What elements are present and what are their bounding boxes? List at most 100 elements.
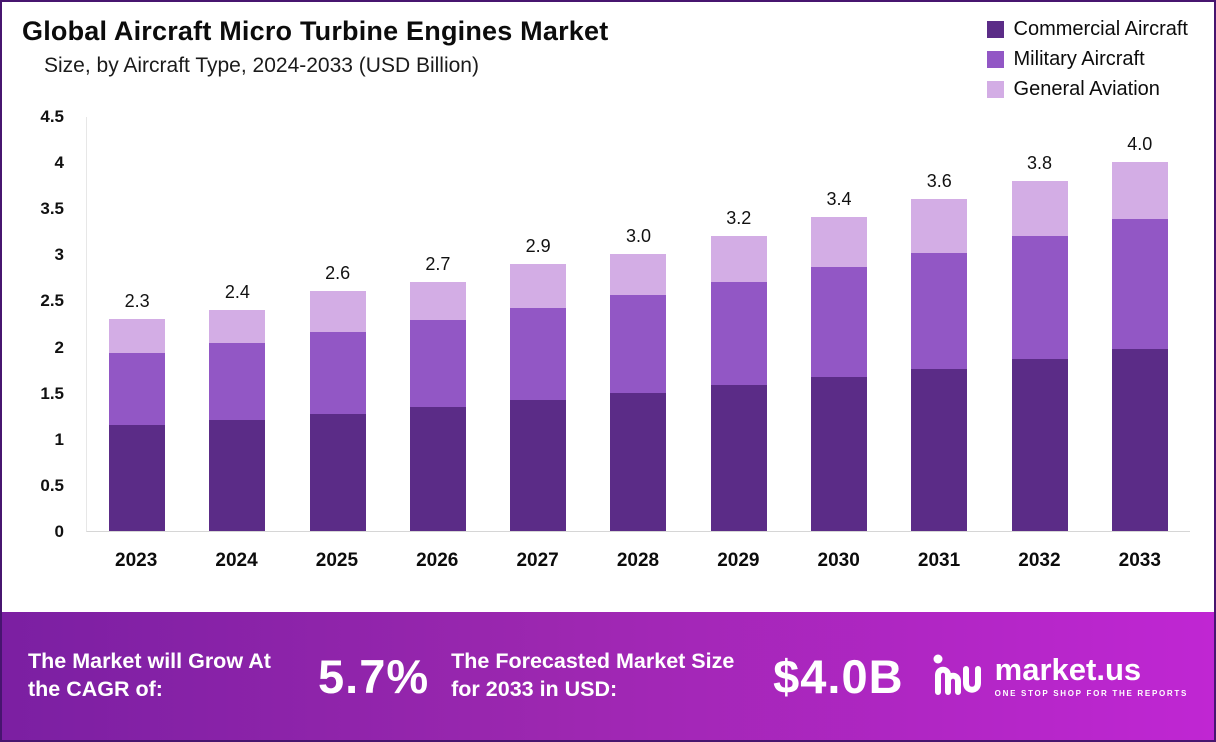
y-tick-label: 1 [54,429,64,449]
legend-item-0: Commercial Aircraft [986,18,1188,41]
x-tick-label: 2024 [215,550,258,571]
bar-stack [109,318,166,531]
y-axis: 4.5 4 3.5 3 2.5 2 1.5 1 0.5 0 [2,107,80,541]
stacked-bar-chart: 4.5 4 3.5 3 2.5 2 1.5 1 0.5 0 2.3 2.4 2.6 2.7 2.9 3.0 3… [2,101,1214,612]
bar-segment-commercial-aircraft [1011,358,1068,531]
legend-label: General Aviation [1013,78,1160,100]
bar-segment-commercial-aircraft [109,424,166,531]
bar-segment-commercial-aircraft [810,377,867,531]
bar-stack [309,291,366,531]
page-title: Global Aircraft Micro Turbine Engines Ma… [22,16,609,46]
bar-group-2025: 2.6 [288,117,388,531]
bar-segment-general-aviation [309,291,366,332]
x-tick-label: 2027 [516,550,559,571]
legend-swatch [986,51,1004,68]
y-tick-label: 2 [54,337,64,357]
brand-text: market.us ONE STOP SHOP FOR THE REPORTS [995,654,1188,698]
bar-segment-general-aviation [810,217,867,268]
legend-swatch [986,81,1004,98]
bar-segment-military-aircraft [510,307,567,401]
x-tick-label: 2026 [416,550,459,571]
y-tick-label: 4.5 [40,107,64,126]
brand: market.us ONE STOP SHOP FOR THE REPORTS [931,651,1188,702]
y-tick-label: 0.5 [40,475,64,495]
bar-segment-commercial-aircraft [911,368,968,531]
marketus-logo-icon [931,651,983,702]
x-tick-label: 2023 [115,550,158,571]
bar-stack [409,282,466,531]
x-tick-label: 2029 [717,550,760,571]
x-tick-label: 2025 [315,550,359,571]
bar-stack [911,199,968,531]
y-tick-label: 2.5 [40,291,64,311]
y-tick-label: 3.5 [40,199,64,219]
footer-banner: The Market will Grow At the CAGR of: 5.7… [2,612,1214,740]
x-tick-label: 2032 [1018,550,1061,571]
brand-name: market.us [994,652,1142,687]
cagr-label: The Market will Grow At the CAGR of: [28,649,271,701]
cagr-value: 5.7% [318,649,430,703]
bar-group-2033: 4.0 [1090,117,1190,531]
bar-total-label: 3.4 [826,189,852,210]
bar-segment-general-aviation [109,318,166,354]
bar-segment-general-aviation [510,263,567,308]
bar-group-2029: 3.2 [689,117,789,531]
bar-total-label: 3.8 [1027,152,1053,173]
bar-group-2032: 3.8 [989,117,1089,531]
bar-segment-military-aircraft [109,353,166,425]
y-tick-label: 4 [54,153,64,173]
bar-segment-military-aircraft [610,294,667,393]
bar-segment-commercial-aircraft [409,406,466,531]
bar-group-2024: 2.4 [187,117,287,531]
bar-total-label: 3.2 [726,207,752,228]
chart-legend: Commercial Aircraft Military Aircraft Gene… [986,18,1188,101]
bar-segment-general-aviation [1111,162,1168,220]
bar-total-label: 2.9 [525,235,551,256]
bar-segment-general-aviation [209,309,266,343]
x-tick-label: 2033 [1118,550,1161,571]
bar-segment-general-aviation [911,199,968,253]
bar-total-label: 4.0 [1127,134,1153,155]
legend-swatch [986,21,1004,38]
bar-group-2023: 2.3 [87,117,187,531]
bar-total-label: 2.6 [325,263,351,284]
bar-stack [710,235,767,531]
bar-stack [510,263,567,531]
bar-segment-military-aircraft [409,319,466,407]
page-subtitle: Size, by Aircraft Type, 2024-2033 (USD B… [44,54,479,77]
bar-stack [209,309,266,531]
bar-total-label: 2.3 [124,290,150,311]
bar-segment-commercial-aircraft [610,392,667,531]
title-block: Global Aircraft Micro Turbine Engines Ma… [22,16,608,78]
legend-item-1: Military Aircraft [986,48,1188,71]
bar-segment-commercial-aircraft [209,420,266,531]
bar-segment-commercial-aircraft [309,413,366,531]
bar-group-2031: 3.6 [889,117,989,531]
bar-segment-general-aviation [1011,180,1068,236]
legend-label: Military Aircraft [1013,48,1145,70]
brand-tagline: ONE STOP SHOP FOR THE REPORTS [994,689,1188,698]
bar-segment-commercial-aircraft [1111,349,1168,531]
forecast-value: $4.0B [773,649,904,703]
bar-total-label: 3.6 [926,171,952,192]
legend-label: Commercial Aircraft [1013,18,1188,40]
bar-segment-military-aircraft [309,331,366,414]
bar-group-2026: 2.7 [388,117,488,531]
bar-segment-commercial-aircraft [710,385,767,531]
bar-total-label: 2.4 [224,281,250,302]
bar-stack [1011,180,1068,531]
bar-total-label: 3.0 [625,226,651,247]
x-tick-label: 2030 [817,550,860,571]
x-axis: 2023 2024 2025 2026 2027 2028 2029 2030 2031 2032… [86,550,1190,572]
bar-segment-commercial-aircraft [510,400,567,531]
bar-stack [610,254,667,531]
legend-item-2: General Aviation [986,78,1188,101]
bar-group-2027: 2.9 [488,117,588,531]
bar-segment-military-aircraft [911,252,968,369]
forecast-label: The Forecasted Market Size for 2033 in U… [451,649,735,701]
bar-segment-military-aircraft [710,282,767,386]
header: Global Aircraft Micro Turbine Engines Ma… [2,2,1214,101]
bar-segment-general-aviation [710,235,767,283]
bar-segment-general-aviation [610,254,667,295]
